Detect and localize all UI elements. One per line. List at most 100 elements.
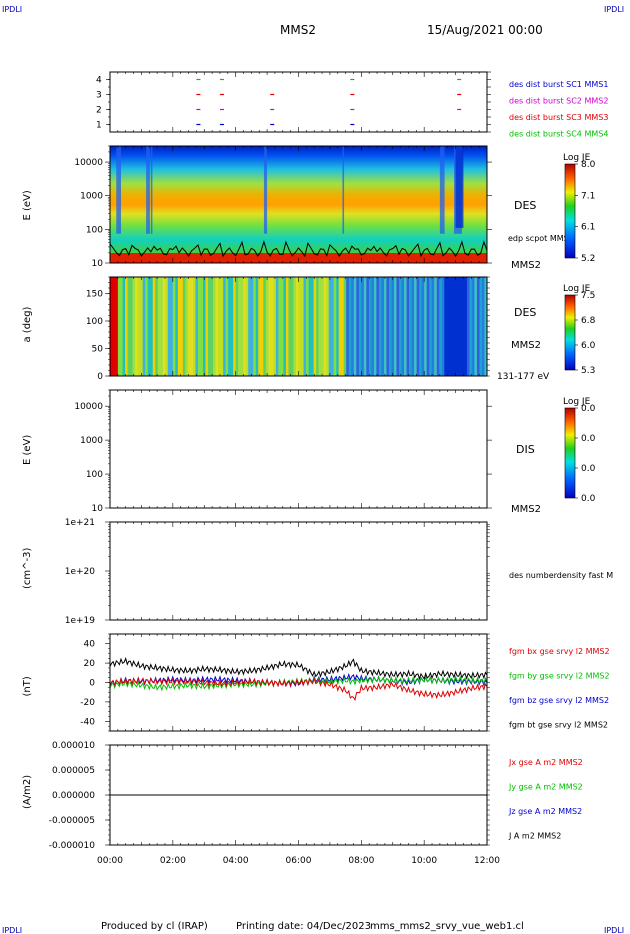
pitch-column — [273, 277, 277, 376]
panel-des-pitch: 0 50 100 150 a (deg) DES MMS2 131-177 eV Log JE7… — [22, 276, 596, 382]
colorbar-tick-label: 6.0 — [581, 341, 596, 351]
y-tick-label: -0.000005 — [49, 816, 95, 826]
y-tick-label: 4 — [96, 76, 102, 86]
x-tick-label: 04:00 — [223, 856, 249, 866]
pitch-column — [132, 277, 136, 376]
y-tick-label: 2 — [96, 106, 102, 116]
pitch-column — [456, 277, 460, 376]
overlay-label: edp scpot MMS2 — [508, 234, 574, 243]
y-tick-label: 0.000010 — [52, 741, 95, 751]
x-tick-label: 00:00 — [97, 856, 123, 866]
pitch-column — [120, 277, 124, 376]
pitch-column — [424, 277, 428, 376]
legend-item: fgm by gse srvy l2 MMS2 — [509, 672, 610, 681]
pitch-column — [341, 277, 345, 376]
y-tick-label: 100 — [86, 317, 103, 327]
pitch-column — [368, 277, 372, 376]
pitch-column — [140, 277, 144, 376]
y-tick-label: 1e+19 — [65, 616, 96, 626]
panel-magnetic-field: -40 -20 0 20 40 (nT) fgm bx gse srvy l2 MMS2 fg… — [22, 633, 610, 732]
pitch-column — [280, 277, 284, 376]
y-axis-label: (nT) — [22, 676, 33, 696]
spectrogram-stripe — [439, 146, 445, 234]
x-tick-label: 12:00 — [474, 856, 500, 866]
pitch-column — [223, 277, 227, 376]
pitch-column — [306, 277, 310, 376]
colorbar-tick-label: 0.0 — [581, 404, 596, 414]
y-tick-label: 100 — [86, 470, 103, 480]
pitch-column — [421, 277, 425, 376]
instrument-label: DES — [514, 306, 536, 319]
panel-frame — [109, 71, 488, 133]
pitch-column — [419, 277, 423, 376]
panel-frame — [109, 389, 488, 509]
pitch-column — [409, 277, 413, 376]
pitch-column — [301, 277, 305, 376]
pitch-column — [376, 277, 380, 376]
pitch-column — [258, 277, 262, 376]
pitch-column — [130, 277, 134, 376]
pitch-column — [399, 277, 403, 376]
pitch-column — [265, 277, 269, 376]
pitch-column — [283, 277, 287, 376]
pitch-column — [122, 277, 126, 376]
pitch-column — [197, 277, 201, 376]
y-tick-label: 20 — [84, 659, 96, 669]
pitch-column — [268, 277, 272, 376]
pitch-column — [373, 277, 377, 376]
x-tick-label: 10:00 — [411, 856, 437, 866]
pitch-column — [444, 277, 448, 376]
footer-logo-right: IPDLI — [604, 926, 624, 934]
pitch-column — [479, 277, 483, 376]
pitch-column — [135, 277, 139, 376]
x-tick-label: 02:00 — [160, 856, 186, 866]
pitch-column — [238, 277, 242, 376]
pitch-column — [157, 277, 161, 376]
instrument-label: DIS — [516, 443, 535, 456]
pitch-column — [426, 277, 430, 376]
y-tick-label: 1e+20 — [65, 567, 96, 577]
y-axis-label: E (eV) — [22, 190, 33, 220]
datetime-title: 15/Aug/2021 00:00 — [427, 23, 543, 37]
pitch-column — [366, 277, 370, 376]
pitch-column — [404, 277, 408, 376]
legend-item: fgm bz gse srvy l2 MMS2 — [509, 696, 609, 705]
legend-item: Jz gse A m2 MMS2 — [508, 807, 582, 816]
pitch-column — [356, 277, 360, 376]
pitch-column — [145, 277, 149, 376]
colorbar — [564, 163, 576, 259]
spectrogram — [110, 146, 487, 263]
colorbar-label: Log JE — [563, 397, 591, 407]
pitch-column — [414, 277, 418, 376]
spacecraft-label: MMS2 — [511, 260, 541, 271]
y-tick-label: 0.000000 — [52, 791, 95, 801]
pitch-column — [260, 277, 264, 376]
pitch-column — [459, 277, 463, 376]
legend-item: J A m2 MMS2 — [508, 832, 561, 841]
pitch-column — [167, 277, 171, 376]
pitch-column — [328, 277, 332, 376]
y-tick-label: -0.000010 — [49, 841, 95, 851]
y-axis-label: (A/m2) — [22, 775, 33, 809]
colorbar-label: Log JE — [563, 284, 591, 294]
y-tick-label: 0 — [97, 372, 103, 382]
pitch-column — [303, 277, 307, 376]
pitch-column — [245, 277, 249, 376]
y-axis-label: E (eV) — [22, 435, 33, 465]
pitch-column — [235, 277, 239, 376]
pitch-column — [127, 277, 131, 376]
pitch-column — [484, 277, 488, 376]
pitch-column — [218, 277, 222, 376]
pitch-column — [411, 277, 415, 376]
pitch-column — [125, 277, 129, 376]
pitch-column — [381, 277, 385, 376]
colorbar-label: Log JE — [563, 153, 591, 163]
colorbar-tick-label: 0.0 — [581, 434, 596, 444]
colorbar-tick-label: 0.0 — [581, 494, 596, 504]
pitch-column — [321, 277, 325, 376]
pitch-column — [406, 277, 410, 376]
pitch-column — [361, 277, 365, 376]
pitch-column — [250, 277, 254, 376]
